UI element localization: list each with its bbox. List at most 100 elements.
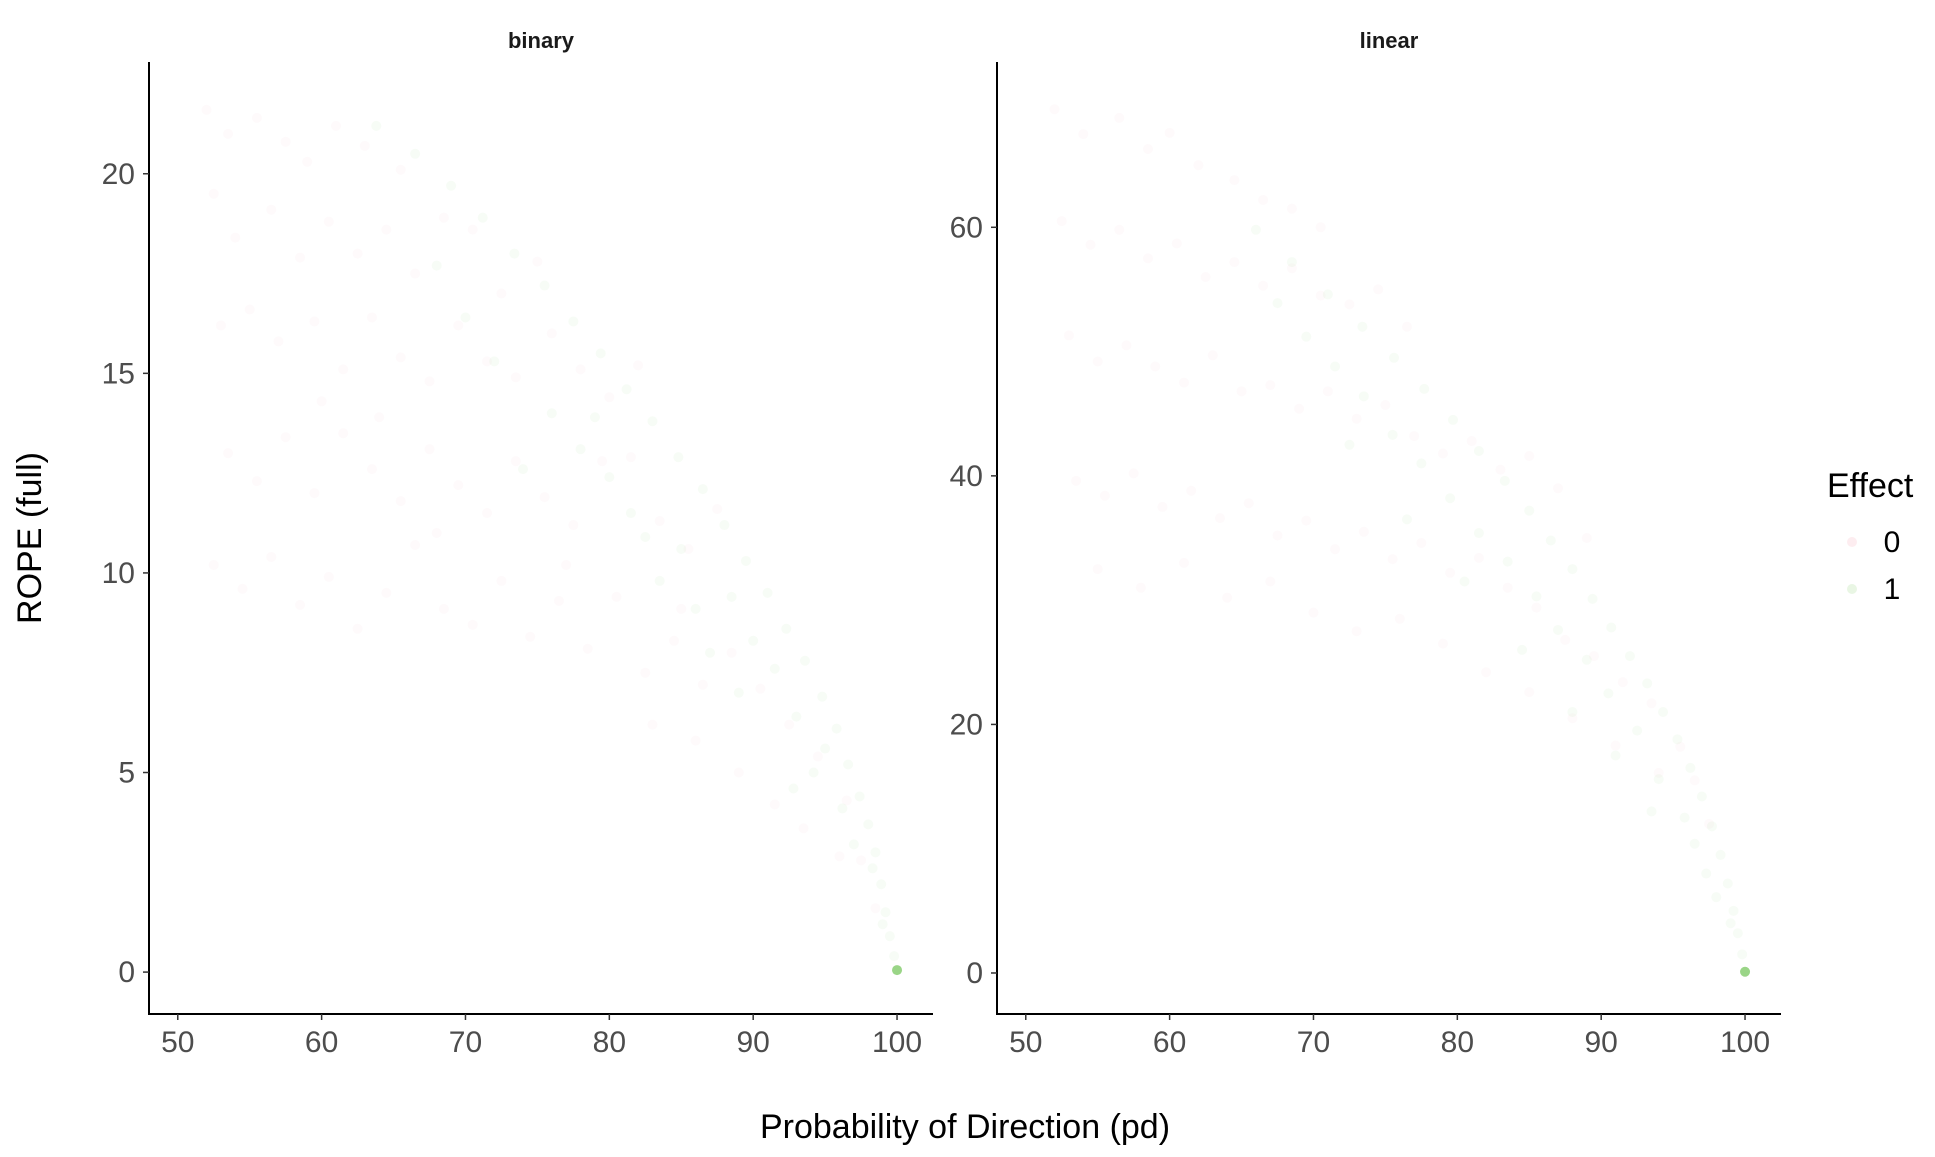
scatter-point-effect-0 [1114,224,1125,235]
scatter-point-effect-0 [525,631,536,642]
scatter-point-effect-0 [424,444,435,455]
scatter-point-effect-1 [654,575,665,586]
scatter-point-effect-0 [870,903,881,914]
scatter-point-effect-0 [1128,468,1139,479]
legend: Effect 0 1 [1827,467,1914,606]
scatter-point-effect-0 [1351,626,1362,637]
y-tick-label: 60 [950,211,983,244]
scatter-point-effect-1 [621,384,632,395]
scatter-point-effect-0 [1229,175,1240,186]
scatter-point-effect-0 [1301,515,1312,526]
scatter-point-effect-0 [510,372,521,383]
scatter-point-effect-0 [1560,634,1571,645]
legend-label-0: 0 [1884,526,1901,559]
x-tick-label: 50 [161,1026,194,1059]
scatter-point-effect-0 [1056,216,1067,227]
scatter-point-effect-1 [867,863,878,874]
x-tick-label: 70 [449,1026,482,1059]
scatter-point-effect-0 [1092,356,1103,367]
scatter-point-effect-1 [848,839,859,850]
scatter-point-effect-0 [1344,299,1355,310]
x-tick-label: 70 [1297,1026,1330,1059]
legend-key-1 [1847,584,1857,594]
scatter-point-effect-0 [467,224,478,235]
scatter-point-effect-0 [208,188,219,199]
scatter-point-effect-0 [856,855,867,866]
scatter-point-effect-1 [1387,429,1398,440]
scatter-point-effect-0 [510,456,521,467]
scatter-point-effect-0 [1481,667,1492,678]
scatter-point-effect-0 [208,559,219,570]
scatter-point-effect-0 [323,216,334,227]
scatter-point-effect-0 [381,587,392,598]
scatter-point-effect-0 [309,488,320,499]
scatter-point-effect-0 [1581,533,1592,543]
scatter-point-effect-0 [1272,530,1283,541]
scatter-point-effect-0 [1308,607,1319,618]
scatter-point-effect-0 [561,559,572,570]
scatter-point-effect-1 [1711,892,1722,903]
scatter-point-effect-0 [1135,582,1146,593]
scatter-point-effect-1 [1272,298,1283,309]
scatter-point-effect-0 [410,539,421,550]
scatter-point-effect-1 [1632,725,1643,736]
scatter-point-effect-1 [673,452,684,463]
scatter-point-effect-0 [323,571,334,582]
scatter-point-effect-1 [568,316,579,327]
scatter-point-effect-0 [431,528,442,539]
scatter-point-effect-1 [1689,838,1700,849]
scatter-point-effect-0 [1394,613,1405,624]
scatter-point-effect-1 [690,603,701,614]
scatter-point-effect-1 [676,543,687,554]
scatter-point-effect-0 [295,252,306,263]
scatter-point-effect-0 [438,212,449,223]
scatter-point-effect-1 [843,759,854,770]
scatter-point-effect-0 [482,356,493,367]
scatter-point-effect-1 [697,484,708,495]
scatter-point-effect-1 [1679,812,1690,823]
scatter-point-effect-0 [1380,400,1391,411]
scatter-point-effect-0 [690,735,701,746]
scatter-point-effect-0 [366,312,377,323]
scatter-point-effect-1 [1740,966,1751,977]
scatter-point-effect-0 [611,591,622,602]
y-ticks-binary: 0 5 10 15 20 [102,158,149,989]
y-tick-label: 20 [102,158,135,191]
scatter-point-effect-0 [251,112,262,123]
scatter-point-effect-1 [726,591,737,602]
scatter-point-effect-0 [1646,698,1657,709]
scatter-point-effect-1 [889,951,900,962]
scatter-point-effect-0 [1200,272,1211,283]
scatter-point-effect-0 [1164,127,1175,138]
scatter-point-effect-0 [302,156,313,167]
x-tick-label: 80 [593,1026,626,1059]
scatter-point-effect-1 [733,687,744,698]
x-tick-label: 60 [1153,1026,1186,1059]
scatter-point-effect-0 [1171,238,1182,249]
scatter-point-effect-1 [1706,821,1717,832]
scatter-point-effect-0 [273,336,284,347]
scatter-point-effect-1 [1606,622,1617,633]
scatter-point-effect-1 [884,931,895,942]
scatter-point-effect-0 [237,583,248,594]
scatter-point-effect-1 [799,655,810,666]
scatter-point-effect-0 [1071,475,1082,486]
legend-entry-0: 0 [1847,526,1900,559]
scatter-point-effect-1 [863,819,874,830]
scatter-point-effect-0 [1358,526,1369,537]
scatter-point-effect-1 [460,312,471,323]
scatter-point-effect-1 [1722,878,1733,889]
scatter-point-effect-1 [719,520,730,531]
scatter-point-effect-0 [1229,257,1240,268]
scatter-point-effect-0 [1495,464,1506,475]
scatter-point-effect-1 [769,663,780,674]
scatter-point-effect-0 [410,268,421,279]
scatter-point-effect-0 [1179,377,1190,388]
scatter-point-effect-1 [546,408,557,419]
panel-binary: binary 50 60 70 80 90 100 0 5 10 15 20 [102,28,933,1059]
scatter-point-effect-0 [280,432,291,443]
scatter-point-effect-1 [1416,458,1427,469]
x-axis-title: Probability of Direction (pd) [760,1108,1170,1146]
panel-title-linear: linear [1360,28,1419,53]
scatter-point-effect-1 [1732,928,1743,939]
